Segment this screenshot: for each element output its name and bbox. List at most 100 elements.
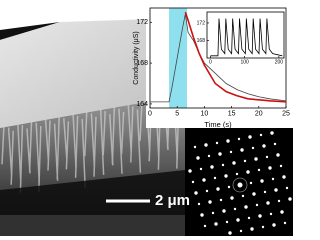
sem-column bbox=[63, 118, 68, 160]
diffraction-spots bbox=[188, 131, 292, 235]
sem-column bbox=[139, 100, 143, 141]
diffraction-spot bbox=[210, 165, 214, 169]
y-tick-label: 164 bbox=[136, 101, 148, 108]
diffraction-spot bbox=[233, 207, 237, 211]
diffraction-spot bbox=[283, 221, 287, 225]
diffraction-spot bbox=[230, 196, 234, 200]
sem-column bbox=[10, 130, 14, 185]
diffraction-spot bbox=[202, 178, 206, 182]
diffraction-spot bbox=[235, 172, 239, 176]
data-line bbox=[210, 18, 283, 57]
diffraction-spot bbox=[218, 152, 222, 156]
diffraction-spot bbox=[228, 231, 232, 235]
diffraction-spot bbox=[243, 159, 247, 163]
sem-column bbox=[127, 103, 132, 153]
diffraction-spot bbox=[224, 174, 228, 178]
scale-bar-label: 2 μm bbox=[155, 192, 190, 209]
sem-column bbox=[38, 126, 42, 193]
x-tick-label: 100 bbox=[240, 59, 249, 65]
diffraction-spot bbox=[239, 229, 243, 233]
sem-column bbox=[1, 124, 5, 165]
diffraction-spot bbox=[280, 210, 284, 214]
diffraction-spot bbox=[257, 168, 261, 172]
diffraction-spot bbox=[260, 179, 264, 183]
diffraction-spot bbox=[248, 135, 252, 139]
diffraction-spot bbox=[236, 218, 240, 222]
diffraction-spot bbox=[204, 143, 208, 147]
diffraction-spot bbox=[255, 203, 259, 207]
diffraction-spot bbox=[241, 194, 245, 198]
y-tick-label: 172 bbox=[136, 19, 148, 26]
y-tick-label: 172 bbox=[197, 20, 206, 26]
diffraction-spot bbox=[279, 164, 283, 168]
diffraction-spot bbox=[200, 213, 204, 217]
diffraction-spot bbox=[196, 156, 200, 160]
diffraction-spot bbox=[273, 142, 277, 146]
sem-column bbox=[56, 114, 60, 179]
diffraction-spot bbox=[221, 163, 225, 167]
diffraction-spot bbox=[194, 191, 198, 195]
sem-column bbox=[136, 109, 142, 173]
diffraction-spot bbox=[270, 131, 274, 135]
diffraction-spot bbox=[276, 153, 280, 157]
sem-column bbox=[44, 117, 50, 161]
diffraction-spot bbox=[213, 176, 217, 180]
diffraction-spot bbox=[237, 137, 241, 141]
diffraction-spot bbox=[254, 157, 258, 161]
diffraction-spot bbox=[219, 198, 223, 202]
plot-frame bbox=[149, 7, 287, 109]
x-tick-label: 0 bbox=[148, 110, 152, 117]
sem-column bbox=[84, 110, 88, 157]
diffraction-spot bbox=[193, 145, 197, 149]
sem-image bbox=[0, 18, 188, 236]
x-tick-label: 20 bbox=[255, 110, 263, 117]
diffraction-spot bbox=[244, 205, 248, 209]
diffraction-spot bbox=[266, 201, 270, 205]
diffraction-spot bbox=[268, 166, 272, 170]
y-tick-label: 168 bbox=[136, 60, 148, 67]
diffraction-spot bbox=[246, 170, 250, 174]
sem-column bbox=[130, 106, 134, 163]
diffraction-spot bbox=[199, 167, 203, 171]
sem-column bbox=[65, 121, 70, 170]
sem-column bbox=[7, 127, 13, 175]
diffraction-spot bbox=[288, 197, 292, 201]
sem-column bbox=[102, 111, 106, 156]
diffraction-spot bbox=[227, 185, 231, 189]
sem-column bbox=[19, 125, 24, 194]
x-tick-label: 10 bbox=[201, 110, 209, 117]
sem-column bbox=[118, 108, 123, 174]
diffraction-spot bbox=[203, 224, 207, 228]
diffraction-ring bbox=[232, 177, 248, 193]
sem-column bbox=[28, 119, 33, 172]
diffraction-spot bbox=[207, 154, 211, 158]
diffraction-spot bbox=[282, 175, 286, 179]
x-tick-label: 5 bbox=[175, 110, 179, 117]
diffraction-spot bbox=[259, 133, 263, 137]
diffraction-spot bbox=[216, 187, 220, 191]
diffraction-spot bbox=[277, 199, 281, 203]
diffraction-spot bbox=[274, 188, 278, 192]
figure: 2 μm 0 5 10 15 20 25 164 168 172 Time (s) Conducti… bbox=[0, 7, 293, 236]
x-axis-label: Time (s) bbox=[204, 120, 232, 129]
y-axis-label: Conductivity (μS) bbox=[133, 31, 140, 84]
diffraction-spot bbox=[240, 148, 244, 152]
y-tick-label: 168 bbox=[197, 38, 206, 44]
diffraction-spot bbox=[247, 216, 251, 220]
plot-frame bbox=[206, 11, 285, 59]
diffraction-spot bbox=[271, 177, 275, 181]
sem-column bbox=[47, 120, 51, 171]
diffraction-spot bbox=[250, 227, 254, 231]
x-tick-label: 0 bbox=[209, 59, 212, 65]
data-line bbox=[150, 14, 287, 103]
diffraction-spot bbox=[269, 212, 273, 216]
diffraction-spot bbox=[226, 139, 230, 143]
sem-column bbox=[120, 111, 125, 155]
diffraction-spot bbox=[225, 220, 229, 224]
diffraction-spot bbox=[215, 141, 219, 145]
diffraction-spot bbox=[262, 144, 266, 148]
data-line bbox=[184, 11, 287, 103]
diffraction-spot bbox=[232, 161, 236, 165]
sem-column bbox=[74, 115, 79, 178]
sem-column bbox=[81, 118, 86, 189]
